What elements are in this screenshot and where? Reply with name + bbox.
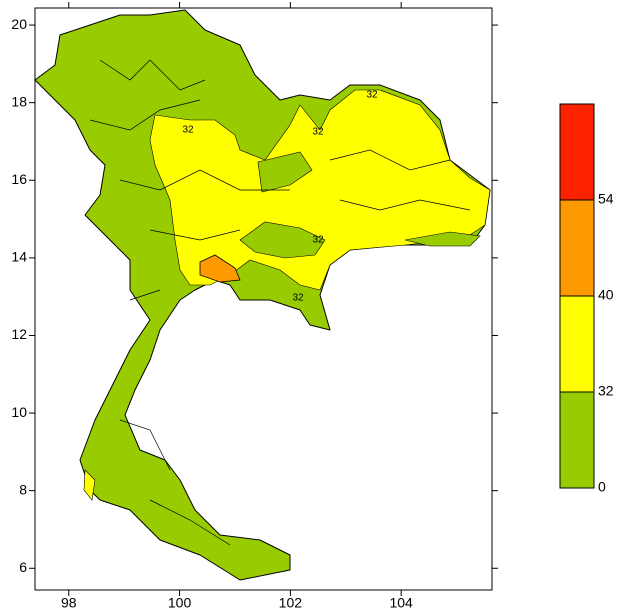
x-tick-label: 100 xyxy=(168,595,192,610)
y-tick-label: 10 xyxy=(11,404,27,420)
province-borders xyxy=(89,59,471,546)
land-green xyxy=(34,9,491,581)
zone-orange xyxy=(199,254,241,283)
x-tick-label: 98 xyxy=(61,595,77,610)
x-tick-label: 104 xyxy=(389,595,413,610)
y-tick-label: 20 xyxy=(11,16,27,32)
colorbar-band xyxy=(559,391,595,489)
zone-green xyxy=(239,221,326,259)
y-tick-label: 8 xyxy=(19,481,27,497)
x-tick-label: 102 xyxy=(279,595,303,610)
contour-label: 32 xyxy=(366,90,378,101)
colorbar-band xyxy=(559,199,595,297)
axes: 98 100 102 104 6 8 10 12 14 16 18 20 32 32 32 32 32 xyxy=(11,2,498,610)
y-tick-label: 16 xyxy=(11,171,27,187)
y-tick-label: 6 xyxy=(19,559,27,575)
colorbar-band xyxy=(559,103,595,201)
colorbar-label: 32 xyxy=(598,383,614,399)
colorbar: 0 32 40 54 xyxy=(559,103,614,495)
zone-green xyxy=(404,231,481,247)
zone-yellow xyxy=(83,469,96,501)
y-tick-label: 14 xyxy=(11,249,27,265)
zone-green xyxy=(257,151,313,193)
y-tick-label: 18 xyxy=(11,93,27,109)
y-tick-label: 12 xyxy=(11,326,27,342)
contour-label: 32 xyxy=(312,127,324,138)
contour-label: 32 xyxy=(312,235,324,246)
plot-frame xyxy=(34,7,493,591)
map xyxy=(34,9,491,581)
colorbar-label: 0 xyxy=(598,479,606,495)
colorbar-label: 40 xyxy=(598,287,614,303)
colorbar-label: 54 xyxy=(598,191,614,207)
contour-label: 32 xyxy=(292,293,304,304)
contour-label: 32 xyxy=(182,125,194,136)
colorbar-band xyxy=(559,295,595,393)
